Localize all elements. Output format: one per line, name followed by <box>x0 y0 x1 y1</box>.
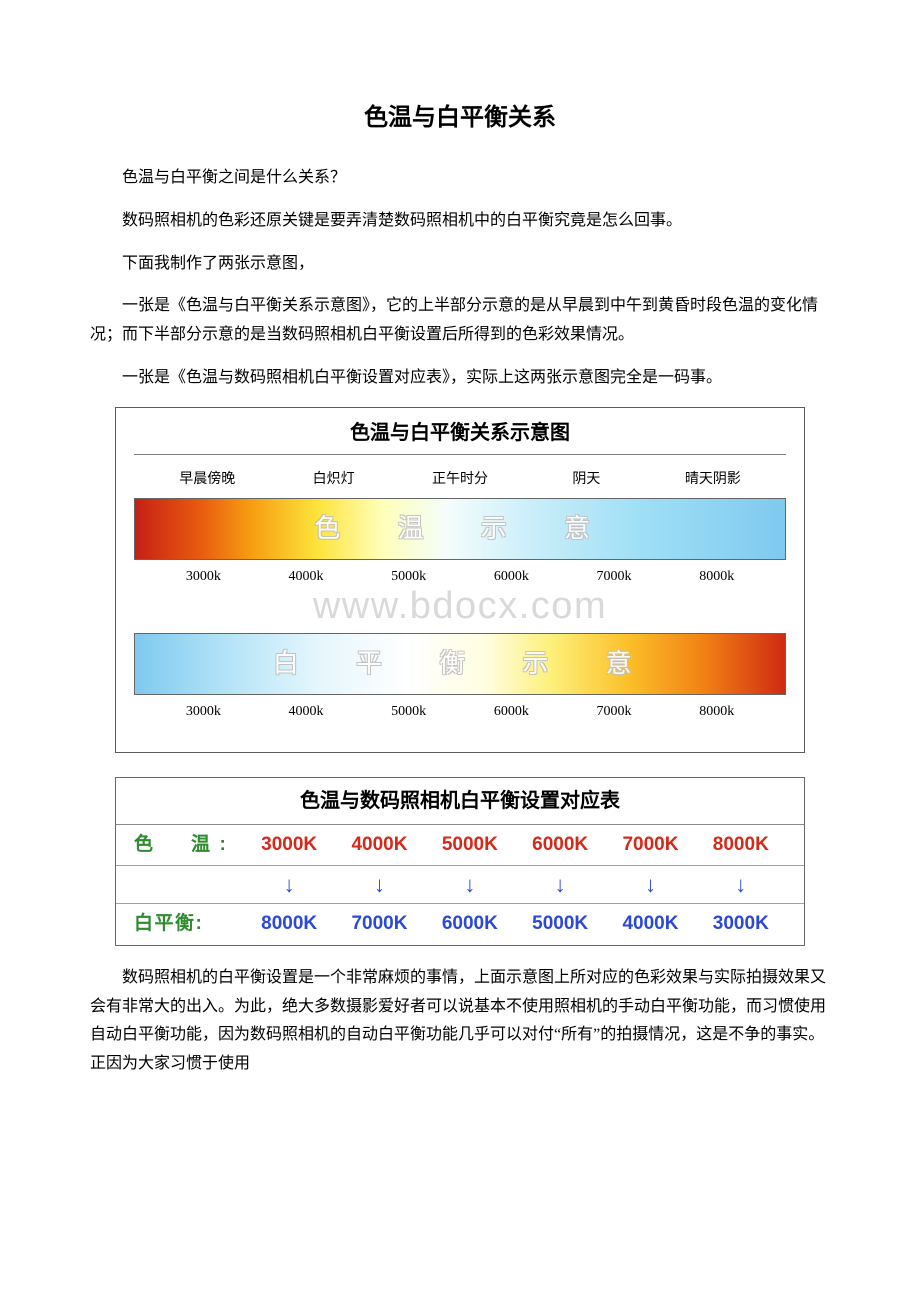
tick: 5000k <box>357 701 460 722</box>
row-label-colortemp: 色 温: <box>134 831 244 860</box>
cond-label: 早晨傍晚 <box>144 469 270 490</box>
down-arrow-icon: ↓ <box>696 868 786 901</box>
row-label-wb: 白平衡: <box>134 910 244 939</box>
paragraph: 数码照相机的色彩还原关键是要弄清楚数码照相机中的白平衡究竟是怎么回事。 <box>90 207 830 236</box>
paragraph: 一张是《色温与白平衡关系示意图》，它的上半部分示意的是从早晨到中午到黄昏时段色温… <box>90 292 830 350</box>
tick: 8000k <box>665 566 768 587</box>
cond-label: 晴天阴影 <box>650 469 776 490</box>
down-arrow-icon: ↓ <box>244 868 334 901</box>
kelvin-ticks-top: 3000k 4000k 5000k 6000k 7000k 8000k <box>134 560 786 587</box>
tick: 8000k <box>665 701 768 722</box>
wb-value: 5000K <box>515 910 605 939</box>
diagram-wb-mapping-table: 色温与数码照相机白平衡设置对应表 色 温: 3000K 4000K 5000K … <box>115 777 805 946</box>
wb-value: 3000K <box>696 910 786 939</box>
color-temp-values: 3000K 4000K 5000K 6000K 7000K 8000K <box>244 831 786 860</box>
cond-label: 阴天 <box>523 469 649 490</box>
down-arrow-icon: ↓ <box>425 868 515 901</box>
tick: 6000k <box>460 701 563 722</box>
white-balance-row: 白平衡: 8000K 7000K 6000K 5000K 4000K 3000K <box>116 904 804 945</box>
wb-value: 7000K <box>334 910 424 939</box>
diagram1-title: 色温与白平衡关系示意图 <box>134 418 786 455</box>
white-balance-gradient: 白 平 衡 示 意 <box>134 633 786 695</box>
doc-title: 色温与白平衡关系 <box>90 100 830 136</box>
color-temp-gradient: 色 温 示 意 <box>134 498 786 560</box>
tick: 7000k <box>563 566 666 587</box>
ct-value: 8000K <box>696 831 786 860</box>
tick: 4000k <box>255 701 358 722</box>
tick: 6000k <box>460 566 563 587</box>
cond-label: 白炽灯 <box>270 469 396 490</box>
ct-value: 7000K <box>605 831 695 860</box>
diagram2-title: 色温与数码照相机白平衡设置对应表 <box>116 778 804 825</box>
diagram-color-temp-wb: 色温与白平衡关系示意图 早晨傍晚 白炽灯 正午时分 阴天 晴天阴影 色 温 示 … <box>115 407 805 753</box>
kelvin-ticks-bottom: 3000k 4000k 5000k 6000k 7000k 8000k <box>134 695 786 722</box>
condition-labels: 早晨傍晚 白炽灯 正午时分 阴天 晴天阴影 <box>134 469 786 498</box>
wb-values: 8000K 7000K 6000K 5000K 4000K 3000K <box>244 910 786 939</box>
tick: 3000k <box>152 701 255 722</box>
cond-label: 正午时分 <box>397 469 523 490</box>
paragraph: 下面我制作了两张示意图， <box>90 250 830 279</box>
paragraph: 数码照相机的白平衡设置是一个非常麻烦的事情，上面示意图上所对应的色彩效果与实际拍… <box>90 964 830 1079</box>
gradient-overlay-text: 色 温 示 意 <box>314 509 605 548</box>
ct-value: 4000K <box>334 831 424 860</box>
ct-value: 5000K <box>425 831 515 860</box>
paragraph: 色温与白平衡之间是什么关系？ <box>90 164 830 193</box>
down-arrow-icon: ↓ <box>334 868 424 901</box>
ct-value: 3000K <box>244 831 334 860</box>
arrows: ↓ ↓ ↓ ↓ ↓ ↓ <box>244 868 786 901</box>
wb-value: 6000K <box>425 910 515 939</box>
ct-value: 6000K <box>515 831 605 860</box>
tick: 7000k <box>563 701 666 722</box>
tick: 4000k <box>255 566 358 587</box>
color-temp-row: 色 温: 3000K 4000K 5000K 6000K 7000K 8000K <box>116 825 804 867</box>
down-arrow-icon: ↓ <box>605 868 695 901</box>
paragraph: 一张是《色温与数码照相机白平衡设置对应表》，实际上这两张示意图完全是一码事。 <box>90 364 830 393</box>
tick: 5000k <box>357 566 460 587</box>
wb-value: 4000K <box>605 910 695 939</box>
down-arrow-icon: ↓ <box>515 868 605 901</box>
arrow-row: x ↓ ↓ ↓ ↓ ↓ ↓ <box>116 866 804 904</box>
tick: 3000k <box>152 566 255 587</box>
wb-value: 8000K <box>244 910 334 939</box>
gradient-overlay-text: 白 平 衡 示 意 <box>273 644 647 683</box>
